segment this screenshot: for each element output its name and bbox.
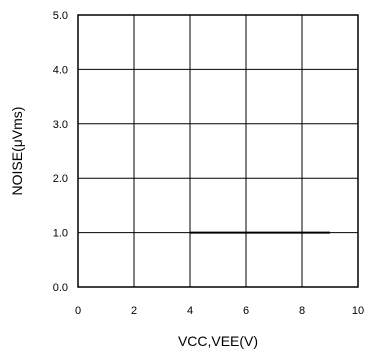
y-tick-labels: 0.0 1.0 2.0 3.0 4.0 5.0: [53, 10, 68, 294]
grid-lines: [78, 15, 358, 287]
x-tick-label: 2: [131, 305, 137, 317]
y-tick-label: 3.0: [53, 119, 68, 131]
x-tick-label: 8: [299, 305, 305, 317]
y-tick-label: 2.0: [53, 173, 68, 185]
y-tick-label: 5.0: [53, 10, 68, 22]
plot-frame: [77, 14, 359, 288]
x-tick-label: 10: [352, 305, 364, 317]
y-tick-label: 4.0: [53, 64, 68, 76]
y-tick-label: 0.0: [53, 282, 68, 294]
y-tick-label: 1.0: [53, 228, 68, 240]
x-axis-label: VCC,VEE(V): [178, 333, 258, 349]
y-axis-label: NOISE(μVms): [9, 107, 25, 196]
x-tick-label: 0: [75, 305, 81, 317]
x-tick-labels: 0 2 4 6 8 10: [75, 305, 364, 317]
x-tick-label: 4: [187, 305, 193, 317]
x-tick-label: 6: [243, 305, 249, 317]
